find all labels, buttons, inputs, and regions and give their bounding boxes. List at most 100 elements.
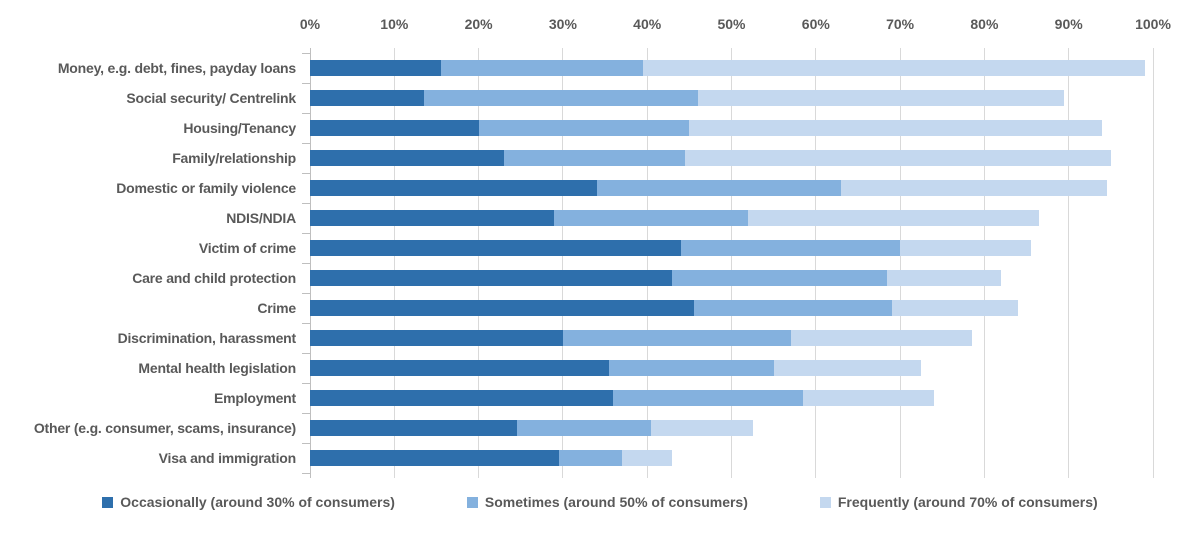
bar-row: [310, 330, 1153, 346]
bar-segment-occasionally: [310, 330, 563, 346]
y-axis-tick: [302, 383, 310, 384]
bar-segment-occasionally: [310, 210, 555, 226]
bar-segment-occasionally: [310, 360, 610, 376]
bar-row: [310, 450, 1153, 466]
bar-segment-sometimes: [558, 450, 622, 466]
category-label: Employment: [213, 390, 296, 406]
legend-label: Occasionally (around 30% of consumers): [120, 494, 395, 510]
category-label: Victim of crime: [198, 240, 296, 256]
bar-segment-frequently: [887, 270, 1002, 286]
gridline: [562, 48, 564, 478]
bar-row: [310, 120, 1153, 136]
bar-segment-occasionally: [310, 390, 614, 406]
gridline: [478, 48, 480, 478]
y-axis-tick: [302, 263, 310, 264]
bar-segment-sometimes: [672, 270, 888, 286]
legend-label: Frequently (around 70% of consumers): [837, 494, 1098, 510]
x-axis-tick-label: 80%: [970, 16, 999, 32]
gridline: [309, 48, 311, 478]
y-axis-tick: [302, 443, 310, 444]
bar-segment-occasionally: [310, 420, 517, 436]
gridline: [1068, 48, 1070, 478]
bar-row: [310, 90, 1153, 106]
category-label: Money, e.g. debt, fines, payday loans: [57, 60, 296, 76]
bar-row: [310, 240, 1153, 256]
y-axis-tick: [302, 353, 310, 354]
bar-row: [310, 180, 1153, 196]
category-label: Other (e.g. consumer, scams, insurance): [33, 420, 296, 436]
bar-segment-frequently: [685, 150, 1111, 166]
category-label: Care and child protection: [132, 270, 296, 286]
bar-segment-sometimes: [613, 390, 804, 406]
category-label: Housing/Tenancy: [183, 120, 296, 136]
bar-segment-frequently: [748, 210, 1040, 226]
bar-segment-occasionally: [310, 120, 479, 136]
bar-segment-frequently: [900, 240, 1031, 256]
gridline: [983, 48, 985, 478]
bar-segment-frequently: [689, 120, 1103, 136]
bar-segment-occasionally: [310, 150, 504, 166]
bar-segment-occasionally: [310, 450, 559, 466]
x-axis-tick-label: 20%: [464, 16, 493, 32]
bar-row: [310, 60, 1153, 76]
gridline: [899, 48, 901, 478]
x-axis-tick-label: 10%: [380, 16, 409, 32]
legend-item: Frequently (around 70% of consumers): [819, 494, 1098, 510]
legend-item: Occasionally (around 30% of consumers): [102, 494, 395, 510]
bar-segment-frequently: [621, 450, 673, 466]
y-axis-tick: [302, 293, 310, 294]
category-label: Family/relationship: [172, 150, 296, 166]
bar-segment-frequently: [803, 390, 934, 406]
bar-row: [310, 360, 1153, 376]
y-axis-tick: [302, 113, 310, 114]
legend-swatch-icon: [819, 496, 831, 508]
bar-segment-sometimes: [423, 90, 698, 106]
x-axis-tick-label: 0%: [299, 16, 321, 32]
bar-segment-frequently: [891, 300, 1019, 316]
bar-segment-sometimes: [478, 120, 690, 136]
x-axis-tick-label: 70%: [886, 16, 915, 32]
y-axis-tick: [302, 173, 310, 174]
category-label: NDIS/NDIA: [226, 210, 296, 226]
bar-row: [310, 390, 1153, 406]
y-axis-tick: [302, 53, 310, 54]
category-label: Visa and immigration: [158, 450, 297, 466]
x-axis-tick-label: 90%: [1054, 16, 1083, 32]
legend-label: Sometimes (around 50% of consumers): [484, 494, 748, 510]
legend-item: Sometimes (around 50% of consumers): [466, 494, 748, 510]
category-label: Domestic or family violence: [116, 180, 296, 196]
bar-row: [310, 210, 1153, 226]
bar-segment-occasionally: [310, 270, 673, 286]
bar-segment-occasionally: [310, 90, 424, 106]
y-axis-tick: [302, 143, 310, 144]
bar-row: [310, 150, 1153, 166]
x-axis-tick-label: 60%: [801, 16, 830, 32]
category-label: Crime: [257, 300, 296, 316]
bar-segment-sometimes: [562, 330, 791, 346]
category-label: Social security/ Centrelink: [126, 90, 296, 106]
bar-segment-sometimes: [516, 420, 652, 436]
category-label: Discrimination, harassment: [117, 330, 297, 346]
bar-segment-sometimes: [680, 240, 901, 256]
gridline: [1152, 48, 1154, 478]
bar-segment-frequently: [773, 360, 922, 376]
bar-segment-occasionally: [310, 300, 694, 316]
bar-segment-occasionally: [310, 60, 441, 76]
bar-segment-sometimes: [596, 180, 842, 196]
y-axis-tick: [302, 323, 310, 324]
legend: Occasionally (around 30% of consumers) So…: [0, 487, 1200, 517]
x-axis: 0% 10% 20% 30% 40% 50% 60% 70% 80% 90% 100%: [300, 0, 1171, 44]
gridline: [646, 48, 648, 478]
bar-segment-frequently: [841, 180, 1107, 196]
bar-segment-frequently: [790, 330, 972, 346]
legend-swatch-icon: [102, 496, 114, 508]
category-label: Mental health legislation: [138, 360, 296, 376]
plot-area: [302, 48, 1154, 478]
bar-segment-occasionally: [310, 240, 681, 256]
x-axis-tick-label: 30%: [548, 16, 577, 32]
bar-segment-occasionally: [310, 180, 597, 196]
y-axis-tick: [302, 83, 310, 84]
bar-segment-frequently: [697, 90, 1065, 106]
bar-segment-sometimes: [440, 60, 643, 76]
bar-segment-sometimes: [554, 210, 749, 226]
